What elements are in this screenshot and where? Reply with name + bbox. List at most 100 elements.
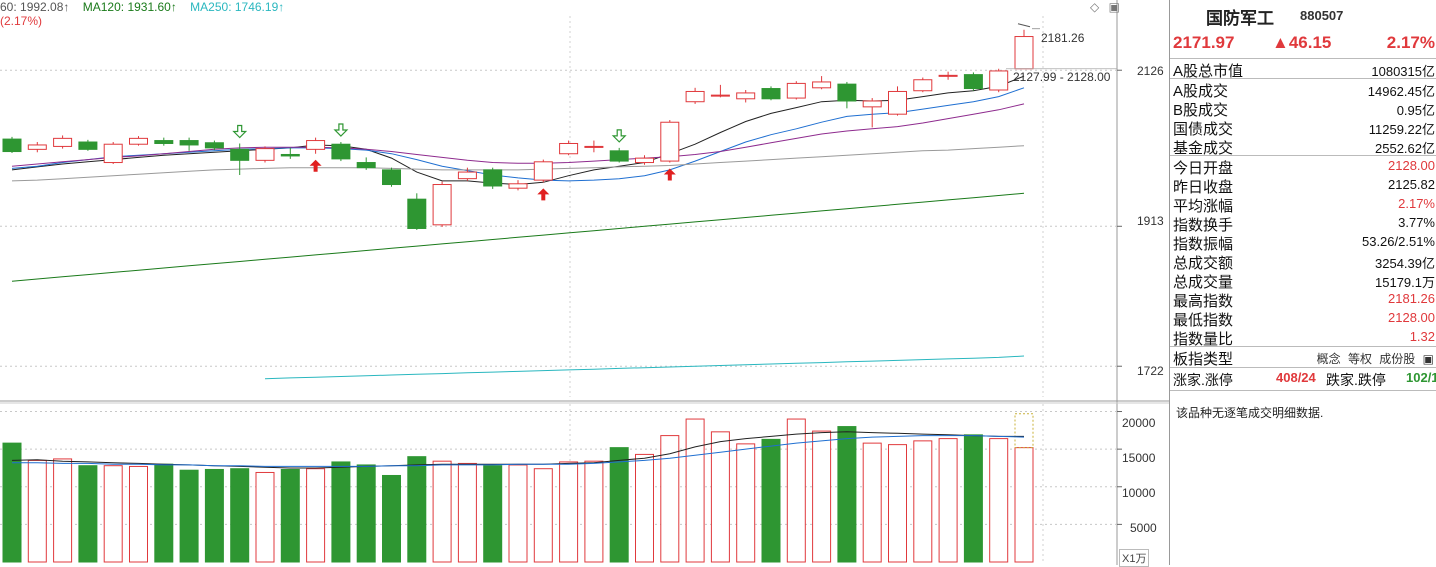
candle — [888, 90, 907, 115]
diamond-icon[interactable]: ◇ — [1090, 0, 1100, 14]
panel-row-label: 今日开盘 — [1173, 160, 1234, 177]
ma10-line — [11, 87, 1025, 182]
candle — [761, 88, 781, 100]
candle — [179, 140, 199, 146]
ma120-legend: MA120: 1931.60↑ — [82, 0, 177, 14]
candle — [280, 153, 300, 157]
candle — [356, 162, 376, 169]
candle — [938, 74, 958, 77]
candle — [204, 142, 224, 149]
panel-row-value: 2.17% — [1398, 196, 1435, 211]
candle — [2, 138, 22, 153]
kline-chart[interactable] — [0, 0, 1169, 565]
ma60-line — [11, 145, 1025, 182]
panel-row: 指数量比 1.32 — [1170, 327, 1436, 348]
buy-arrow-icon — [309, 159, 322, 172]
panel-row: 最高指数 2181.26 — [1170, 289, 1436, 310]
ma120-line — [11, 192, 1025, 282]
projected-volume — [1014, 413, 1034, 449]
window-icon[interactable]: ▣ — [1108, 0, 1120, 14]
candle — [382, 169, 401, 186]
panel-row-value: 53.26/2.51% — [1361, 234, 1435, 249]
ma5-line — [11, 75, 1025, 186]
volume-bar — [432, 460, 452, 563]
volume-bar — [888, 444, 907, 563]
volume-bar — [559, 461, 579, 563]
index-type-label: 板指类型 — [1173, 351, 1234, 368]
tag-equal-weight[interactable]: 等权 — [1347, 352, 1372, 366]
volume-bar — [609, 447, 629, 563]
candle — [989, 70, 1009, 91]
candle — [963, 74, 983, 90]
candle — [736, 92, 756, 100]
candle — [483, 169, 503, 187]
sell-arrow-icon — [232, 124, 248, 139]
panel-row-value: 14962.45亿 — [1367, 84, 1435, 99]
candle — [685, 90, 705, 103]
panel-row-value: 1.32 — [1409, 329, 1435, 344]
candle — [1014, 36, 1034, 70]
price-change: ▲46.15 — [1272, 33, 1332, 52]
volume-bar — [457, 462, 477, 563]
ma20-line — [11, 103, 1025, 167]
quote-panel: 国防军工 880507 2171.97 ▲46.15 2.17% A股总市值 10… — [1169, 0, 1436, 565]
y-tick-label: 2126 — [1137, 64, 1164, 78]
panel-row-value: 3254.39亿 — [1375, 256, 1435, 271]
volume-bar — [533, 468, 553, 563]
panel-row-label: 国债成交 — [1173, 121, 1234, 138]
ma60-legend: 60: 1992.08↑ — [0, 0, 70, 14]
limit-row: 涨家.涨停 408/24 跌家.跌停 102/1 — [1170, 367, 1436, 391]
panel-row: 最低指数 2128.00 — [1170, 308, 1436, 329]
volume-bar — [27, 459, 47, 563]
rise-label: 涨家.涨停 — [1173, 372, 1233, 388]
volume-bar — [685, 418, 705, 563]
panel-row-label: A股总市值 — [1173, 63, 1244, 80]
volume-bar — [53, 458, 73, 563]
volume-bar — [356, 464, 376, 563]
candle — [609, 150, 629, 162]
y-tick-label: 1722 — [1137, 364, 1164, 378]
candle — [660, 121, 680, 162]
panel-row-label: 指数振幅 — [1173, 236, 1234, 253]
price-change-pct: 2.17% — [1386, 33, 1435, 52]
candle — [584, 145, 604, 148]
panel-row-value: 11259.22亿 — [1368, 122, 1435, 137]
y-tick-label: 1913 — [1137, 214, 1164, 228]
candle — [230, 148, 250, 161]
volume-ma-line — [12, 435, 1025, 467]
volume-bar — [710, 431, 730, 563]
candle — [53, 137, 73, 147]
fall-label: 跌家.跌停 — [1326, 372, 1386, 388]
index-name: 国防军工 — [1206, 9, 1274, 28]
tag-constituents[interactable]: 成份股 — [1379, 352, 1416, 366]
panel-row: B股成交 0.95亿 — [1170, 98, 1436, 119]
volume-bar — [963, 434, 983, 563]
panel-row-label: 指数量比 — [1173, 331, 1234, 348]
candle — [103, 143, 123, 164]
candle — [306, 140, 326, 150]
sell-arrow-icon — [333, 123, 349, 137]
volume-bar — [938, 438, 958, 563]
panel-row-value: 2125.82 — [1388, 177, 1435, 192]
no-tick-data-note: 该品种无逐笔成交明细数据. — [1176, 406, 1324, 420]
fall-value: 102/1 — [1406, 370, 1436, 385]
candle — [27, 144, 47, 150]
volume-bar — [103, 465, 123, 563]
rise-value: 408/24 — [1276, 370, 1316, 385]
panel-row-label: A股成交 — [1173, 83, 1229, 100]
volume-bar — [736, 443, 756, 563]
tag-concept[interactable]: 概念 — [1316, 352, 1341, 366]
panel-row-label: 最低指数 — [1173, 312, 1234, 329]
volume-bar — [761, 438, 781, 563]
panel-row: 总成交量 15179.1万 — [1170, 270, 1436, 291]
panel-row-value: 3.77% — [1398, 215, 1435, 230]
candle — [508, 183, 528, 189]
high-annotation: 2181.26 — [1041, 31, 1085, 45]
panel-row-label: 最高指数 — [1173, 293, 1234, 310]
panel-row-label: 总成交量 — [1173, 274, 1234, 291]
grid-icon[interactable]: ▣ — [1422, 352, 1434, 366]
volume-bar — [660, 435, 680, 563]
high-annotation-line — [1017, 23, 1031, 28]
panel-row: 指数振幅 53.26/2.51% — [1170, 232, 1436, 253]
panel-row: 昨日收盘 2125.82 — [1170, 175, 1436, 196]
